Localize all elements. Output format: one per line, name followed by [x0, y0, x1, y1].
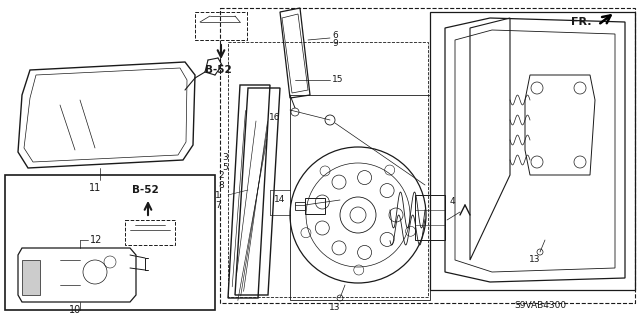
- Text: 6: 6: [332, 31, 338, 40]
- Text: 11: 11: [89, 183, 101, 193]
- Text: 13: 13: [529, 256, 541, 264]
- Bar: [195, 12, 247, 40]
- Text: 3: 3: [222, 153, 228, 162]
- Polygon shape: [22, 260, 40, 295]
- Bar: [228, 42, 428, 297]
- Text: 9: 9: [332, 39, 338, 48]
- Bar: [295, 202, 305, 210]
- Text: 14: 14: [274, 196, 285, 204]
- Text: 1: 1: [215, 190, 221, 199]
- Text: 2: 2: [218, 170, 224, 180]
- Text: 16: 16: [269, 114, 280, 122]
- Text: 10: 10: [69, 305, 81, 315]
- Text: 15: 15: [332, 76, 344, 85]
- Bar: [220, 8, 635, 303]
- Text: 12: 12: [90, 235, 102, 245]
- Bar: [305, 198, 325, 214]
- Bar: [290, 95, 430, 300]
- Bar: [5, 175, 215, 310]
- Bar: [125, 220, 175, 245]
- Text: 8: 8: [218, 181, 224, 189]
- Bar: [415, 195, 445, 240]
- Text: 5: 5: [222, 164, 228, 173]
- Text: 13: 13: [329, 303, 340, 313]
- Text: 7: 7: [215, 201, 221, 210]
- Text: B-52: B-52: [132, 185, 158, 195]
- Text: B-52: B-52: [205, 65, 232, 75]
- Text: FR.: FR.: [572, 17, 592, 27]
- Text: 4: 4: [450, 197, 456, 206]
- Text: S9VAB4300: S9VAB4300: [514, 300, 566, 309]
